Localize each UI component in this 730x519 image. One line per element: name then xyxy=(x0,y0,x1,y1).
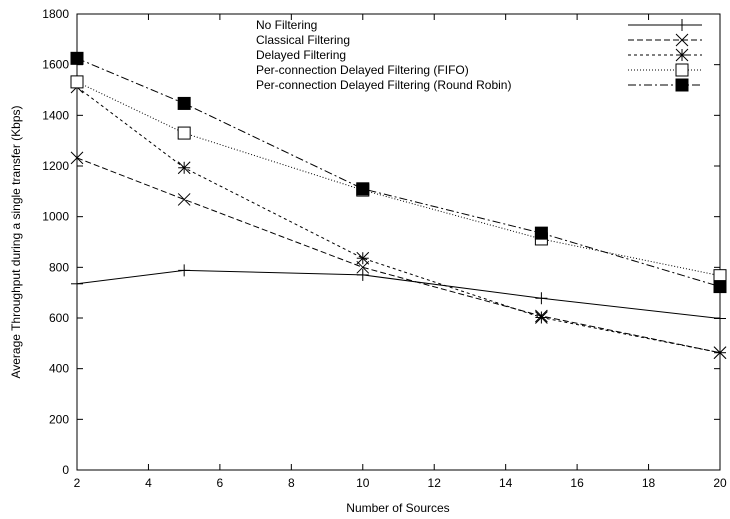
series-line xyxy=(76,157,721,354)
data-point xyxy=(178,264,191,277)
data-point xyxy=(177,161,191,175)
y-tick-label: 1400 xyxy=(42,108,69,122)
data-point xyxy=(177,193,191,206)
data-point xyxy=(71,277,83,290)
y-tick-label: 1000 xyxy=(42,210,69,224)
x-axis-label: Number of Sources xyxy=(346,501,449,515)
legend-label: Delayed Filtering xyxy=(256,48,346,62)
series-line xyxy=(76,57,721,288)
x-tick-label: 12 xyxy=(428,476,442,490)
x-tick-label: 2 xyxy=(74,476,81,490)
data-point xyxy=(535,311,548,324)
x-tick-label: 6 xyxy=(217,476,224,490)
legend-item: Per-connection Delayed Filtering (Round … xyxy=(256,78,702,92)
series-line xyxy=(76,269,721,320)
y-tick-label: 200 xyxy=(49,412,69,426)
data-point xyxy=(713,280,727,294)
y-tick-label: 1800 xyxy=(42,7,69,21)
legend-item: Delayed Filtering xyxy=(256,48,702,62)
data-point xyxy=(177,96,191,110)
data-point xyxy=(714,312,726,325)
legend-marker xyxy=(675,48,689,62)
x-tick-label: 18 xyxy=(642,476,656,490)
x-tick-label: 10 xyxy=(356,476,370,490)
data-point xyxy=(713,269,727,283)
plot-frame xyxy=(76,13,721,471)
legend-label: Per-connection Delayed Filtering (Round … xyxy=(256,78,511,92)
x-tick-label: 4 xyxy=(145,476,152,490)
data-point xyxy=(356,251,370,265)
series-line xyxy=(76,86,721,354)
series-1 xyxy=(71,264,726,325)
legend-label: Classical Filtering xyxy=(256,33,350,47)
series-4 xyxy=(70,75,727,283)
legend-marker xyxy=(675,78,689,92)
data-point xyxy=(713,346,727,360)
y-tick-label: 400 xyxy=(49,362,69,376)
data-point xyxy=(70,151,84,165)
series-5 xyxy=(70,51,727,294)
legend-label: Per-connection Delayed Filtering (FIFO) xyxy=(256,63,469,77)
data-point xyxy=(177,126,191,140)
data-point xyxy=(70,75,84,89)
data-point xyxy=(535,292,548,305)
data-point xyxy=(534,226,548,240)
data-point xyxy=(356,268,369,281)
series-line xyxy=(76,81,721,277)
x-tick-label: 20 xyxy=(713,476,727,490)
data-point xyxy=(356,182,370,196)
x-tick-label: 16 xyxy=(570,476,584,490)
legend-item: No Filtering xyxy=(256,18,702,32)
x-tick-label: 8 xyxy=(288,476,295,490)
data-point xyxy=(70,51,84,65)
legend-marker xyxy=(675,63,689,77)
y-tick-label: 0 xyxy=(62,463,69,477)
axis-ticks: 2 4 6 8 10 12 14 16 18 20020040060080010001200140… xyxy=(42,7,727,490)
data-point xyxy=(356,260,370,274)
legend-item: Classical Filtering xyxy=(256,33,702,47)
series-2 xyxy=(70,151,727,360)
x-tick-label: 14 xyxy=(499,476,513,490)
y-axis-label: Average Throughput during a single trans… xyxy=(9,105,23,378)
y-tick-label: 1600 xyxy=(42,58,69,72)
legend-label: No Filtering xyxy=(256,18,317,32)
series-layer xyxy=(70,51,727,360)
y-tick-label: 600 xyxy=(49,311,69,325)
legend-item: Per-connection Delayed Filtering (FIFO) xyxy=(256,63,702,77)
legend-marker xyxy=(675,33,689,47)
legend-marker xyxy=(676,19,688,31)
y-tick-label: 1200 xyxy=(42,159,69,173)
series-3 xyxy=(70,80,727,360)
y-tick-label: 800 xyxy=(49,260,69,274)
